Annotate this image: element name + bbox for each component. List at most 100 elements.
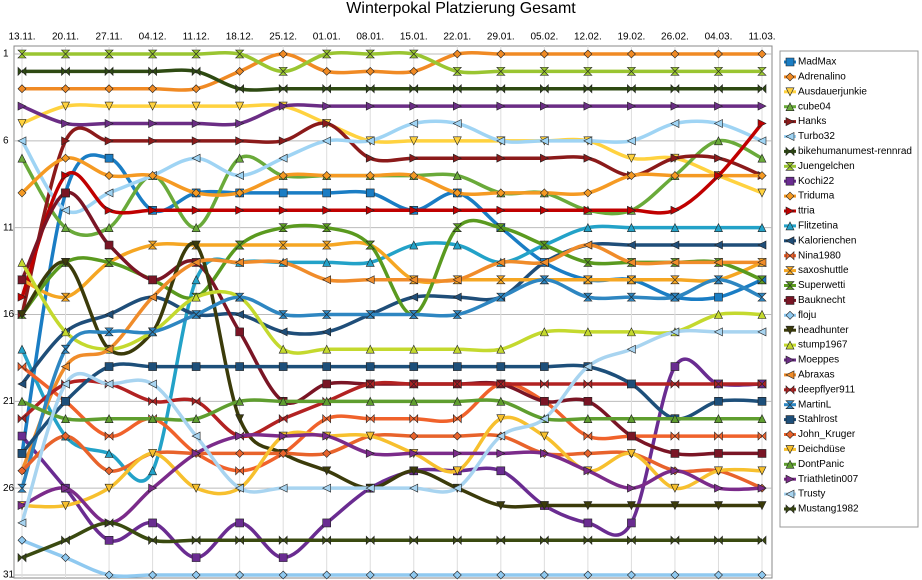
marker xyxy=(714,153,724,163)
marker xyxy=(670,570,680,580)
marker xyxy=(61,171,71,181)
marker xyxy=(365,275,375,285)
marker xyxy=(322,413,332,424)
marker xyxy=(713,67,724,76)
marker xyxy=(321,223,332,232)
marker xyxy=(757,483,767,493)
marker xyxy=(670,414,680,423)
marker xyxy=(409,171,419,180)
marker xyxy=(234,310,244,319)
marker xyxy=(191,222,201,232)
marker xyxy=(61,414,71,423)
marker xyxy=(670,240,680,250)
series-line xyxy=(21,398,762,422)
marker xyxy=(322,535,332,545)
marker xyxy=(757,501,767,511)
marker xyxy=(626,414,636,423)
marker xyxy=(235,153,245,163)
marker xyxy=(757,101,767,111)
marker xyxy=(322,327,332,337)
marker xyxy=(147,292,157,302)
marker xyxy=(583,449,593,458)
marker xyxy=(17,431,27,441)
marker xyxy=(104,483,114,493)
legend-marker xyxy=(785,325,795,335)
legend-marker xyxy=(785,102,795,111)
legend-label: Triathletin007 xyxy=(798,474,859,485)
x-tick-label: 22.01. xyxy=(443,32,471,43)
marker xyxy=(583,431,593,441)
marker xyxy=(496,275,506,285)
marker xyxy=(17,379,27,389)
marker xyxy=(61,188,70,198)
marker xyxy=(104,431,114,441)
marker xyxy=(60,49,71,59)
marker xyxy=(670,222,680,232)
marker xyxy=(191,136,201,146)
marker xyxy=(757,49,767,59)
marker xyxy=(670,84,680,94)
marker xyxy=(322,188,332,198)
marker xyxy=(626,257,636,267)
marker xyxy=(496,188,506,198)
marker xyxy=(409,136,419,146)
marker xyxy=(191,118,201,128)
marker xyxy=(365,535,375,545)
marker xyxy=(321,310,332,319)
x-tick-label: 20.11. xyxy=(52,32,79,43)
legend-label: floju xyxy=(798,310,816,321)
marker xyxy=(17,84,27,94)
marker xyxy=(452,136,462,146)
marker xyxy=(322,66,332,76)
marker xyxy=(234,240,245,250)
marker xyxy=(191,362,201,371)
legend-marker xyxy=(785,72,795,82)
marker xyxy=(61,118,71,128)
marker xyxy=(583,258,593,267)
marker xyxy=(234,483,244,493)
y-tick-label: 6 xyxy=(3,135,9,146)
marker xyxy=(540,153,550,163)
marker xyxy=(17,101,27,111)
marker xyxy=(365,413,375,424)
marker xyxy=(322,362,332,371)
x-tick-label: 19.02. xyxy=(618,32,646,43)
y-tick-label: 11 xyxy=(3,222,14,233)
marker xyxy=(104,188,114,198)
legend-label: Ausdauerjunkie xyxy=(798,86,867,97)
marker xyxy=(452,205,462,215)
marker xyxy=(61,84,70,94)
legend-marker xyxy=(785,415,795,424)
marker xyxy=(60,292,71,302)
legend-label: saxoshuttle xyxy=(798,265,849,276)
marker xyxy=(148,518,157,528)
marker xyxy=(670,483,680,493)
marker xyxy=(191,101,201,111)
marker xyxy=(235,362,244,371)
marker xyxy=(278,327,288,337)
marker xyxy=(322,171,332,180)
marker xyxy=(583,362,593,372)
marker xyxy=(191,535,201,545)
marker xyxy=(235,535,244,545)
marker xyxy=(539,49,549,59)
legend-label: Adrenalino xyxy=(798,72,846,83)
marker xyxy=(670,431,680,441)
marker xyxy=(496,396,506,406)
marker xyxy=(539,570,549,580)
legend-marker xyxy=(785,176,795,186)
marker xyxy=(365,205,375,215)
marker xyxy=(278,535,288,545)
marker xyxy=(17,501,27,511)
marker xyxy=(409,396,419,406)
marker xyxy=(148,570,158,580)
legend-marker xyxy=(785,162,795,171)
marker xyxy=(583,67,593,76)
marker xyxy=(670,292,680,302)
marker xyxy=(539,501,549,511)
marker xyxy=(17,66,27,77)
x-tick-label: 25.12. xyxy=(269,32,297,43)
marker xyxy=(278,223,288,232)
marker xyxy=(757,67,767,76)
marker xyxy=(757,570,767,580)
